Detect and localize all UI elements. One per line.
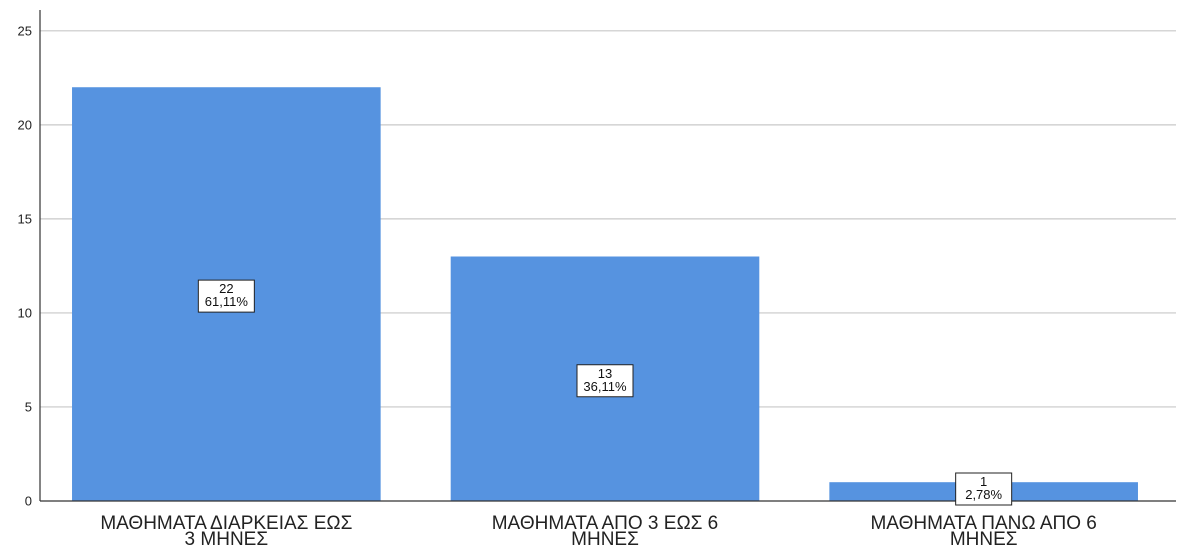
category-label-3-line-2: ΜΗΝΕΣ xyxy=(950,529,1018,550)
data-label-1-line-1: 22 xyxy=(219,281,233,296)
data-label-3-line-1: 1 xyxy=(980,474,987,489)
category-label-3-line-1: ΜΑΘΗΜΑΤΑ ΠΑΝΩ ΑΠΟ 6 xyxy=(870,513,1096,534)
y-tick-label-20: 20 xyxy=(18,117,32,132)
category-label-1-line-2: 3 ΜΗΝΕΣ xyxy=(185,529,269,550)
category-label-2-line-2: ΜΗΝΕΣ xyxy=(571,529,639,550)
data-label-2-line-1: 13 xyxy=(598,366,612,381)
y-tick-label-5: 5 xyxy=(25,399,32,414)
data-label-box-3 xyxy=(955,472,1013,506)
data-label-box-2 xyxy=(576,364,634,398)
data-label-box-1 xyxy=(197,279,255,313)
category-label-1-line-1: ΜΑΘΗΜΑΤΑ ΔΙΑΡΚΕΙΑΣ ΕΩΣ xyxy=(100,513,352,534)
data-label-2-line-2: 36,11% xyxy=(583,379,627,394)
data-label-3-line-2: 2,78% xyxy=(965,487,1002,502)
y-tick-label-25: 25 xyxy=(18,23,32,38)
y-tick-label-10: 10 xyxy=(18,305,32,320)
data-label-1-line-2: 61,11% xyxy=(205,294,249,309)
y-tick-label-15: 15 xyxy=(18,211,32,226)
y-tick-labels: 0 5 10 15 20 25 xyxy=(18,23,32,508)
y-tick-label-0: 0 xyxy=(25,494,32,509)
category-label-2-line-1: ΜΑΘΗΜΑΤΑ ΑΠΟ 3 ΕΩΣ 6 xyxy=(492,513,719,534)
